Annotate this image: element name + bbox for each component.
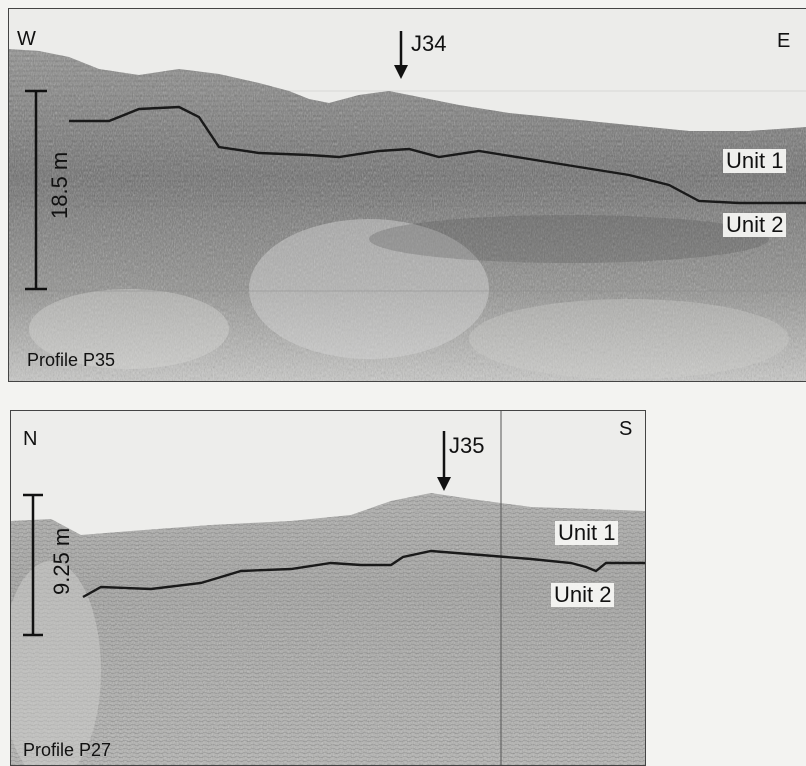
unit-1-label: Unit 1 [723, 149, 787, 173]
core-arrow-head [394, 65, 408, 79]
unit-boundary-line [69, 105, 806, 205]
profile-p27-panel: N S J35 9.25 m Unit 1 Unit 2 Profile P27 [10, 410, 646, 766]
core-arrow-head [437, 477, 451, 491]
core-label: J34 [411, 31, 447, 56]
direction-west-label: W [17, 28, 36, 50]
profile-name-label: Profile P27 [23, 740, 112, 760]
direction-east-label: E [777, 30, 791, 52]
unit-boundary-line [82, 549, 645, 599]
direction-north-label: N [23, 428, 38, 450]
direction-south-label: S [619, 418, 633, 440]
unit-2-label: Unit 2 [551, 583, 615, 607]
profile-p27-seismic-image [11, 411, 645, 765]
scale-label: 9.25 m [49, 527, 74, 595]
profile-p35-seismic-image [9, 9, 806, 381]
unit-2-label: Unit 2 [723, 213, 787, 237]
unit-1-label: Unit 1 [555, 521, 619, 545]
profile-p35-panel: W E J34 18.5 m Unit 1 Unit 2 Profile P35 [8, 8, 806, 382]
core-label: J35 [449, 433, 485, 458]
profile-name-label: Profile P35 [27, 350, 116, 370]
scale-label: 18.5 m [47, 151, 72, 219]
